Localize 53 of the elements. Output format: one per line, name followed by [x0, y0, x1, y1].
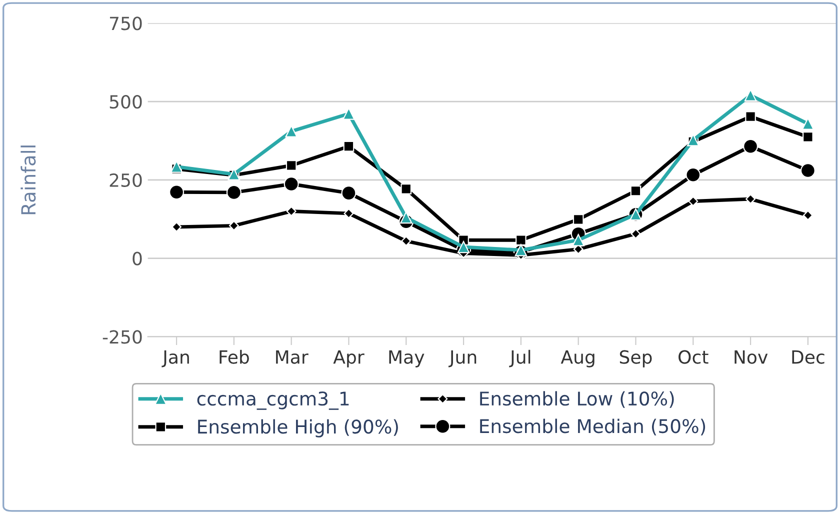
x-tick-label: Sep — [620, 350, 652, 368]
point — [688, 196, 698, 206]
y-axis-title: Rainfall — [20, 146, 36, 214]
x-tick-label: Feb — [220, 350, 249, 364]
x-tick-label: Nov — [734, 350, 768, 364]
x-tick-label: Aug — [560, 350, 594, 368]
y-tick-label: 0 — [132, 252, 142, 266]
y-tick-label: 750 — [110, 16, 142, 30]
point — [286, 206, 296, 216]
point — [228, 220, 239, 231]
point — [286, 160, 297, 171]
point — [630, 185, 642, 196]
point — [400, 211, 412, 224]
x-tick-label: Mar — [276, 350, 308, 364]
point — [401, 236, 412, 246]
point — [170, 160, 183, 173]
x-tick-label: Apr — [333, 350, 364, 368]
point — [341, 186, 356, 201]
point — [172, 222, 182, 232]
point — [572, 234, 584, 246]
y-tick-label: 250 — [110, 173, 142, 188]
x-tick-label: Jun — [448, 350, 476, 368]
x-tick-label: Jan — [162, 350, 189, 368]
legend-label: cccma_cgcm3_1 — [197, 392, 349, 410]
point — [686, 167, 701, 182]
legend-label: Ensemble Median (50%) — [480, 418, 706, 436]
y-tick-label: 500 — [110, 94, 142, 109]
point — [802, 210, 813, 220]
point — [743, 138, 758, 154]
y-tick-label: -250 — [102, 330, 142, 344]
point — [344, 208, 354, 218]
point — [746, 194, 756, 204]
point — [516, 234, 526, 246]
point — [400, 184, 412, 194]
point — [284, 176, 299, 192]
point — [800, 162, 816, 178]
legend-label: Ensemble High (90%) — [198, 419, 398, 438]
point — [343, 140, 354, 152]
x-tick-label: Jul — [509, 350, 530, 368]
point — [745, 111, 756, 122]
point — [514, 244, 528, 256]
legend-label: Ensemble Low (10%) — [480, 391, 674, 408]
x-tick-label: May — [389, 350, 424, 368]
point — [802, 132, 814, 142]
x-tick-label: Dec — [792, 350, 824, 364]
point — [457, 240, 470, 254]
point — [342, 108, 355, 120]
x-tick-label: Oct — [678, 350, 708, 364]
point — [572, 214, 584, 225]
point — [630, 228, 641, 239]
point — [744, 89, 757, 102]
point — [169, 184, 184, 200]
point — [226, 184, 242, 200]
